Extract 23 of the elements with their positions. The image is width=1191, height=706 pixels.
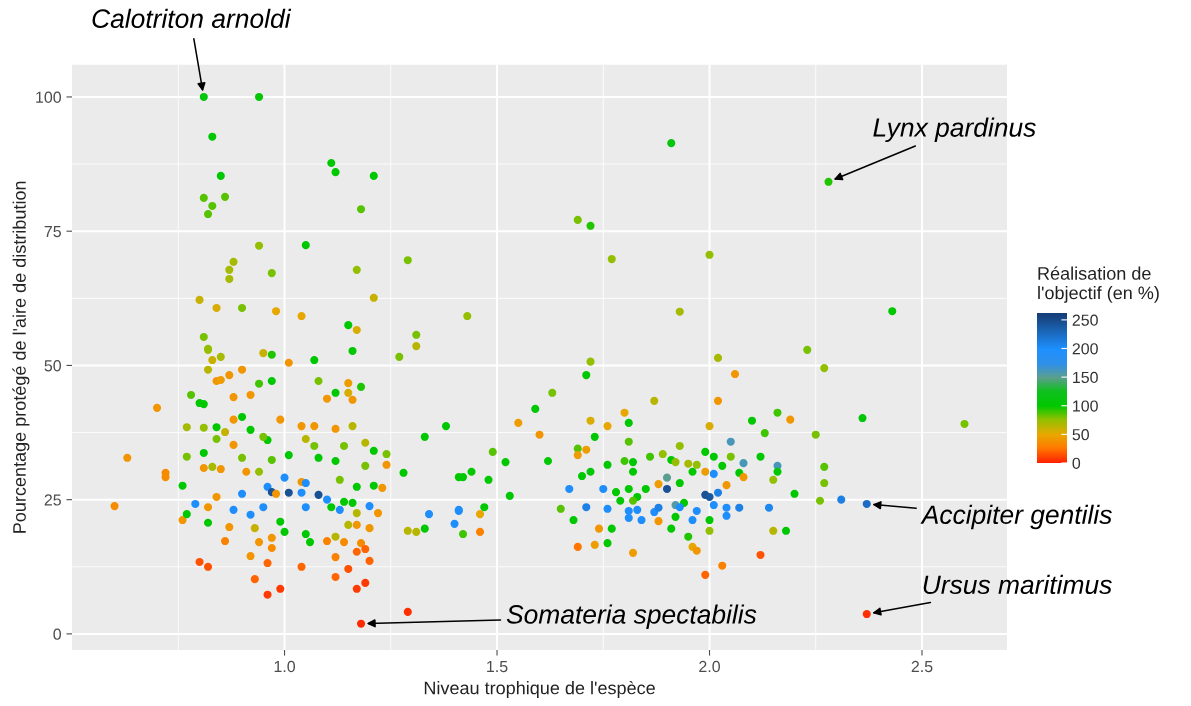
annotation: Lynx pardinus [873, 117, 1036, 143]
y-tick-label: 75 [44, 225, 61, 238]
y-tick-label: 50 [44, 360, 62, 372]
x-tick-label: 2.5 [911, 660, 933, 673]
color-bar-label: 0 [1072, 457, 1081, 469]
color-bar-label: 150 [1073, 371, 1098, 384]
x-tick-label: 2.0 [699, 660, 720, 673]
annotation: Somateria spectabilis [506, 604, 757, 629]
annotation: Ursus maritimus [923, 574, 1112, 595]
color-bar-label: 200 [1072, 343, 1098, 355]
x-tick-label: 1.0 [274, 660, 296, 673]
color-bar-title: Réalisation de l'objectif (en %) [1038, 266, 1159, 303]
color-bar-label: 250 [1072, 314, 1098, 326]
color-bar-label: 50 [1072, 429, 1089, 441]
x-tick-label: 1.5 [487, 661, 508, 673]
y-tick-label: 100 [36, 91, 62, 103]
color-bar-label: 100 [1073, 400, 1098, 412]
annotation: Accipiter gentilis [920, 504, 1112, 530]
y-tick-label: 25 [44, 494, 61, 506]
y-tick-label: 0 [53, 628, 62, 640]
annotation: Calotriton arnoldi [92, 8, 292, 29]
x-axis-title: Niveau trophique de l'espèce [424, 680, 655, 698]
y-axis-title: Pourcentage protégé de l'aire de distribution [12, 181, 30, 533]
